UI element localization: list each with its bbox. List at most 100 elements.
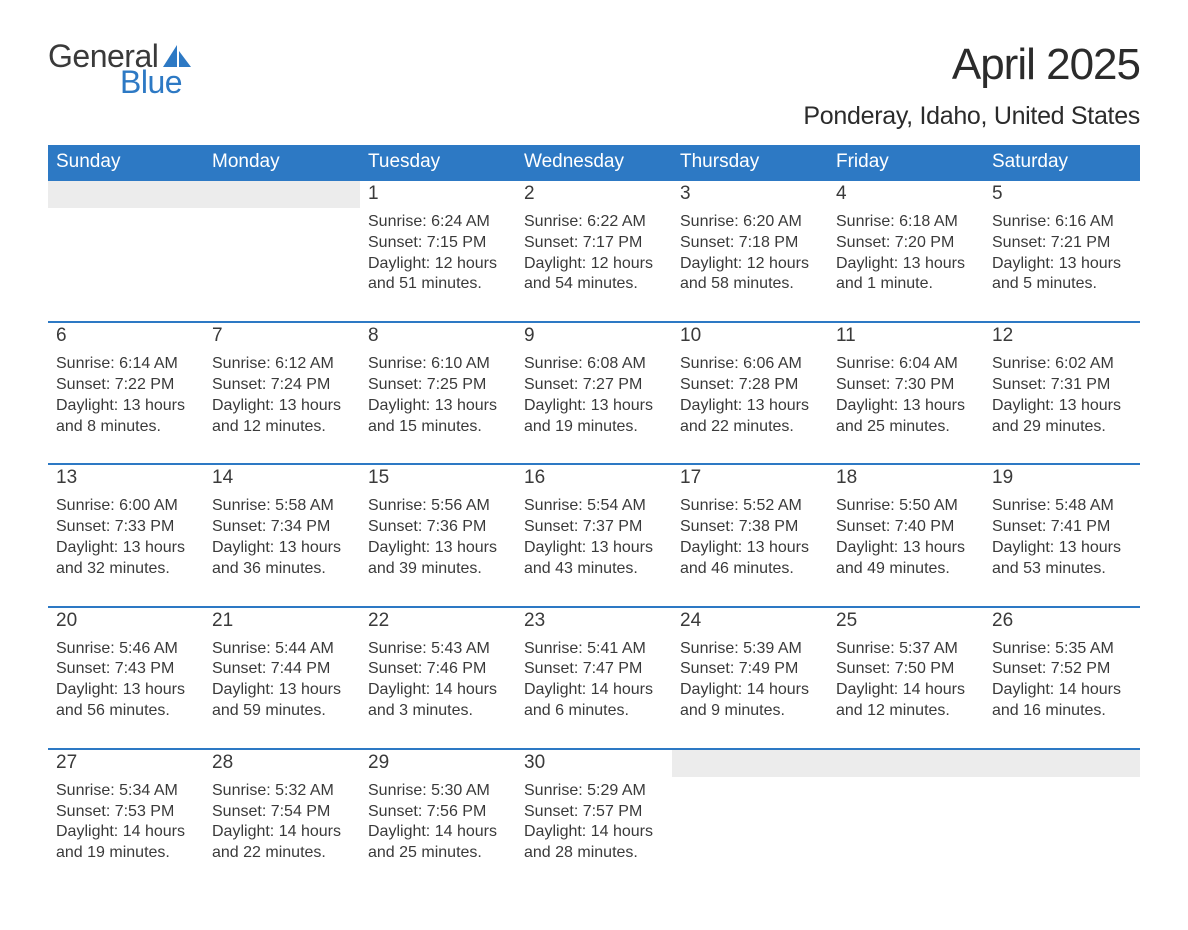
day-sun-data: Sunrise: 5:30 AMSunset: 7:56 PMDaylight:…	[360, 777, 516, 890]
weekday-header: Monday	[204, 145, 360, 180]
day-sun-data: Sunrise: 5:41 AMSunset: 7:47 PMDaylight:…	[516, 635, 672, 748]
calendar-day-cell: 26Sunrise: 5:35 AMSunset: 7:52 PMDayligh…	[984, 607, 1140, 749]
calendar-day-cell: 21Sunrise: 5:44 AMSunset: 7:44 PMDayligh…	[204, 607, 360, 749]
day-number: 26	[984, 608, 1140, 635]
day-sun-data: Sunrise: 6:12 AMSunset: 7:24 PMDaylight:…	[204, 350, 360, 463]
day-number: 14	[204, 465, 360, 492]
calendar-day-cell: 2Sunrise: 6:22 AMSunset: 7:17 PMDaylight…	[516, 180, 672, 322]
day-sun-data: Sunrise: 6:18 AMSunset: 7:20 PMDaylight:…	[828, 208, 984, 321]
calendar-day-cell	[204, 180, 360, 322]
calendar-week-row: 6Sunrise: 6:14 AMSunset: 7:22 PMDaylight…	[48, 322, 1140, 464]
day-sun-data: Sunrise: 5:48 AMSunset: 7:41 PMDaylight:…	[984, 492, 1140, 605]
weekday-header: Friday	[828, 145, 984, 180]
calendar-day-cell: 5Sunrise: 6:16 AMSunset: 7:21 PMDaylight…	[984, 180, 1140, 322]
day-number: 9	[516, 323, 672, 350]
day-sun-data: Sunrise: 6:04 AMSunset: 7:30 PMDaylight:…	[828, 350, 984, 463]
calendar-week-row: 1Sunrise: 6:24 AMSunset: 7:15 PMDaylight…	[48, 180, 1140, 322]
weekday-header: Saturday	[984, 145, 1140, 180]
calendar-day-cell	[828, 749, 984, 890]
day-number: 7	[204, 323, 360, 350]
calendar-day-cell: 20Sunrise: 5:46 AMSunset: 7:43 PMDayligh…	[48, 607, 204, 749]
calendar-week-row: 27Sunrise: 5:34 AMSunset: 7:53 PMDayligh…	[48, 749, 1140, 890]
day-sun-data: Sunrise: 5:52 AMSunset: 7:38 PMDaylight:…	[672, 492, 828, 605]
day-number: 27	[48, 750, 204, 777]
day-number: 23	[516, 608, 672, 635]
page-title: April 2025	[952, 40, 1140, 90]
calendar-day-cell: 24Sunrise: 5:39 AMSunset: 7:49 PMDayligh…	[672, 607, 828, 749]
day-sun-data: Sunrise: 5:39 AMSunset: 7:49 PMDaylight:…	[672, 635, 828, 748]
calendar-day-cell: 27Sunrise: 5:34 AMSunset: 7:53 PMDayligh…	[48, 749, 204, 890]
weekday-header: Wednesday	[516, 145, 672, 180]
day-sun-data: Sunrise: 6:14 AMSunset: 7:22 PMDaylight:…	[48, 350, 204, 463]
day-sun-data: Sunrise: 6:20 AMSunset: 7:18 PMDaylight:…	[672, 208, 828, 321]
day-number: 13	[48, 465, 204, 492]
calendar-day-cell: 23Sunrise: 5:41 AMSunset: 7:47 PMDayligh…	[516, 607, 672, 749]
day-sun-data: Sunrise: 5:58 AMSunset: 7:34 PMDaylight:…	[204, 492, 360, 605]
day-sun-data: Sunrise: 5:56 AMSunset: 7:36 PMDaylight:…	[360, 492, 516, 605]
day-sun-data: Sunrise: 6:24 AMSunset: 7:15 PMDaylight:…	[360, 208, 516, 321]
calendar-day-cell: 15Sunrise: 5:56 AMSunset: 7:36 PMDayligh…	[360, 464, 516, 606]
brand-logo: General Blue	[48, 40, 191, 98]
day-sun-data: Sunrise: 6:00 AMSunset: 7:33 PMDaylight:…	[48, 492, 204, 605]
day-sun-data: Sunrise: 5:32 AMSunset: 7:54 PMDaylight:…	[204, 777, 360, 890]
day-sun-data: Sunrise: 5:46 AMSunset: 7:43 PMDaylight:…	[48, 635, 204, 748]
calendar-day-cell: 6Sunrise: 6:14 AMSunset: 7:22 PMDaylight…	[48, 322, 204, 464]
calendar-week-row: 13Sunrise: 6:00 AMSunset: 7:33 PMDayligh…	[48, 464, 1140, 606]
day-sun-data: Sunrise: 5:43 AMSunset: 7:46 PMDaylight:…	[360, 635, 516, 748]
brand-blue: Blue	[120, 66, 191, 98]
day-number: 2	[516, 181, 672, 208]
day-number: 1	[360, 181, 516, 208]
calendar-day-cell: 9Sunrise: 6:08 AMSunset: 7:27 PMDaylight…	[516, 322, 672, 464]
calendar-table: SundayMondayTuesdayWednesdayThursdayFrid…	[48, 145, 1140, 890]
calendar-day-cell: 4Sunrise: 6:18 AMSunset: 7:20 PMDaylight…	[828, 180, 984, 322]
calendar-day-cell: 8Sunrise: 6:10 AMSunset: 7:25 PMDaylight…	[360, 322, 516, 464]
calendar-day-cell: 22Sunrise: 5:43 AMSunset: 7:46 PMDayligh…	[360, 607, 516, 749]
day-sun-data: Sunrise: 5:54 AMSunset: 7:37 PMDaylight:…	[516, 492, 672, 605]
day-number: 5	[984, 181, 1140, 208]
day-number: 11	[828, 323, 984, 350]
day-sun-data: Sunrise: 5:44 AMSunset: 7:44 PMDaylight:…	[204, 635, 360, 748]
day-sun-data: Sunrise: 5:29 AMSunset: 7:57 PMDaylight:…	[516, 777, 672, 890]
calendar-day-cell: 13Sunrise: 6:00 AMSunset: 7:33 PMDayligh…	[48, 464, 204, 606]
calendar-day-cell: 29Sunrise: 5:30 AMSunset: 7:56 PMDayligh…	[360, 749, 516, 890]
calendar-day-cell: 17Sunrise: 5:52 AMSunset: 7:38 PMDayligh…	[672, 464, 828, 606]
calendar-day-cell: 25Sunrise: 5:37 AMSunset: 7:50 PMDayligh…	[828, 607, 984, 749]
day-number: 10	[672, 323, 828, 350]
day-number: 6	[48, 323, 204, 350]
day-number: 4	[828, 181, 984, 208]
day-number: 19	[984, 465, 1140, 492]
day-number: 29	[360, 750, 516, 777]
day-sun-data: Sunrise: 5:35 AMSunset: 7:52 PMDaylight:…	[984, 635, 1140, 748]
day-number: 15	[360, 465, 516, 492]
calendar-day-cell	[984, 749, 1140, 890]
weekday-header: Tuesday	[360, 145, 516, 180]
location-subtitle: Ponderay, Idaho, United States	[48, 102, 1140, 131]
calendar-day-cell: 7Sunrise: 6:12 AMSunset: 7:24 PMDaylight…	[204, 322, 360, 464]
day-number: 25	[828, 608, 984, 635]
day-sun-data: Sunrise: 6:02 AMSunset: 7:31 PMDaylight:…	[984, 350, 1140, 463]
calendar-day-cell: 10Sunrise: 6:06 AMSunset: 7:28 PMDayligh…	[672, 322, 828, 464]
day-number: 24	[672, 608, 828, 635]
day-number: 12	[984, 323, 1140, 350]
day-number: 22	[360, 608, 516, 635]
calendar-day-cell: 1Sunrise: 6:24 AMSunset: 7:15 PMDaylight…	[360, 180, 516, 322]
calendar-day-cell	[48, 180, 204, 322]
day-sun-data: Sunrise: 6:06 AMSunset: 7:28 PMDaylight:…	[672, 350, 828, 463]
day-number: 30	[516, 750, 672, 777]
calendar-day-cell: 16Sunrise: 5:54 AMSunset: 7:37 PMDayligh…	[516, 464, 672, 606]
day-number: 3	[672, 181, 828, 208]
day-number: 18	[828, 465, 984, 492]
calendar-day-cell: 28Sunrise: 5:32 AMSunset: 7:54 PMDayligh…	[204, 749, 360, 890]
calendar-day-cell	[672, 749, 828, 890]
day-sun-data: Sunrise: 5:37 AMSunset: 7:50 PMDaylight:…	[828, 635, 984, 748]
header: General Blue April 2025	[48, 40, 1140, 98]
day-sun-data: Sunrise: 6:08 AMSunset: 7:27 PMDaylight:…	[516, 350, 672, 463]
day-sun-data: Sunrise: 6:22 AMSunset: 7:17 PMDaylight:…	[516, 208, 672, 321]
day-number: 16	[516, 465, 672, 492]
day-number: 8	[360, 323, 516, 350]
day-sun-data: Sunrise: 6:10 AMSunset: 7:25 PMDaylight:…	[360, 350, 516, 463]
day-number: 28	[204, 750, 360, 777]
calendar-day-cell: 18Sunrise: 5:50 AMSunset: 7:40 PMDayligh…	[828, 464, 984, 606]
day-number: 21	[204, 608, 360, 635]
calendar-day-cell: 19Sunrise: 5:48 AMSunset: 7:41 PMDayligh…	[984, 464, 1140, 606]
